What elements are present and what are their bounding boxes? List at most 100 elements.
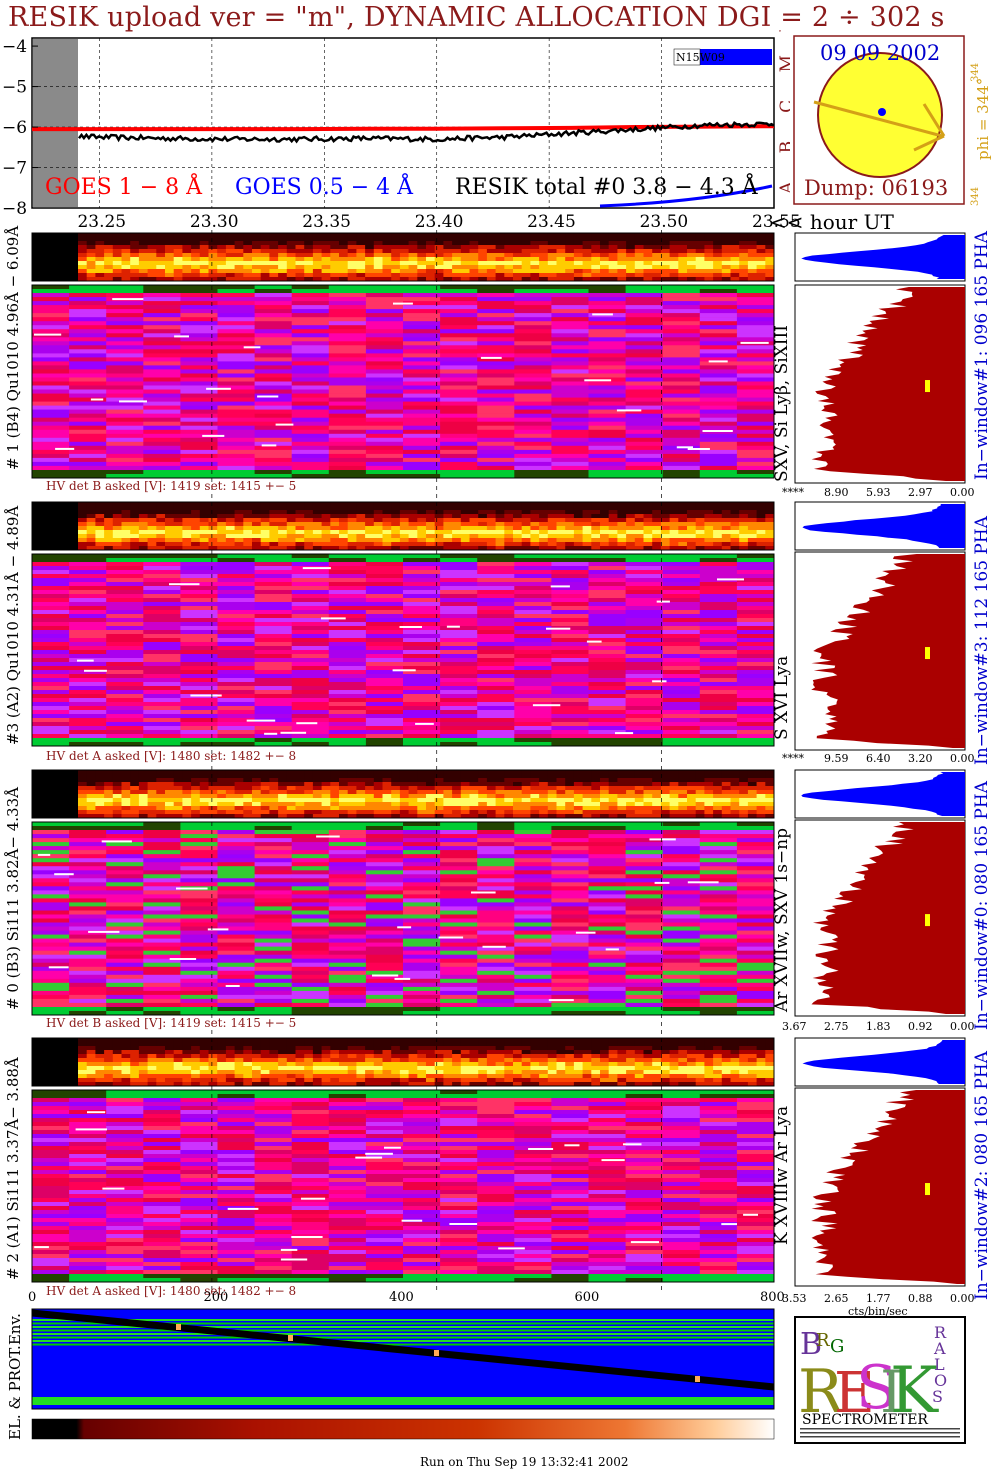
top-strip-cell [747, 546, 758, 551]
top-strip-cell [95, 814, 105, 819]
top-strip-cell [243, 514, 253, 519]
spectrogram-cell [217, 714, 255, 719]
spectrogram-cell [69, 425, 107, 430]
spectrogram-cell [32, 702, 70, 707]
top-strip-cell [112, 534, 122, 539]
top-strip-cell [460, 534, 470, 539]
top-strip-cell [687, 534, 697, 539]
top-strip-cell [460, 522, 470, 527]
top-strip-cell [182, 778, 192, 783]
top-strip-cell [243, 786, 253, 791]
spectrogram-cell [291, 285, 330, 290]
top-strip-cell [469, 770, 479, 775]
spectrogram-cell [106, 626, 144, 631]
top-strip-cell [286, 770, 296, 775]
spectrogram-cell [736, 822, 775, 827]
spectrogram-cell [551, 710, 589, 715]
top-strip-cell [147, 798, 157, 803]
spectrogram-cell [403, 642, 441, 647]
top-strip-cell [104, 257, 114, 262]
top-strip-cell [660, 782, 671, 787]
spectrogram-bright-line [264, 732, 278, 735]
spectrogram-cell [662, 413, 701, 418]
spectrogram-cell [32, 433, 70, 439]
top-strip-cell [426, 249, 436, 254]
top-strip-cell [469, 546, 479, 551]
top-strip-cell [469, 502, 479, 507]
spectrogram-cell [143, 381, 181, 386]
top-strip-cell [165, 510, 175, 515]
top-strip-cell [747, 233, 758, 238]
spectrogram-cell [514, 730, 552, 735]
top-strip-cell [687, 518, 697, 523]
top-strip-cell [252, 273, 262, 278]
top-strip-cell [452, 790, 462, 795]
top-strip-cell [373, 506, 383, 511]
spectrogram-cell [514, 429, 552, 435]
spectrogram-cell [32, 602, 70, 607]
top-strip-cell [295, 273, 305, 278]
top-strip-cell [417, 514, 427, 519]
spectrogram-cell [551, 385, 589, 390]
spectrogram-cell [69, 389, 107, 394]
top-strip-cell [713, 530, 723, 535]
top-strip-cell [321, 265, 331, 270]
top-strip-cell [225, 770, 236, 775]
top-strip-cell [739, 237, 749, 242]
spectrogram-panel-1 [31, 232, 775, 479]
top-strip-cell [565, 237, 575, 242]
spectrogram-cell [588, 726, 626, 731]
spectrogram-cell [514, 425, 552, 430]
spectrogram-cell [32, 594, 70, 599]
top-strip-cell [278, 261, 288, 266]
spectrogram-cell [254, 385, 293, 390]
goes-class-letter: C [777, 100, 790, 113]
top-strip-cell [417, 249, 427, 254]
top-strip-cell [138, 770, 149, 775]
top-strip-cell [730, 273, 740, 278]
goes-long-line [32, 124, 775, 132]
top-strip-cell [669, 249, 679, 254]
spectrogram-cell [736, 417, 775, 422]
spectrogram-cell [291, 730, 330, 735]
top-strip-cell [312, 782, 323, 787]
spectrogram-cell [106, 333, 144, 338]
spectrogram-cell [69, 474, 107, 479]
top-strip-cell [312, 774, 323, 779]
top-strip-cell [86, 538, 96, 543]
top-strip-cell [478, 522, 488, 527]
top-strip-cell [121, 798, 131, 803]
top-strip-cell [339, 782, 349, 787]
top-strip-cell [217, 770, 227, 775]
top-strip-cell [243, 273, 253, 278]
top-strip-cell [373, 802, 383, 807]
top-strip-cell [695, 530, 705, 535]
spectrogram-bright-line [112, 298, 144, 301]
top-strip-cell [391, 522, 401, 527]
spectrogram-cell [699, 662, 738, 667]
spectrogram-cell [143, 461, 181, 467]
top-strip-cell [747, 273, 758, 278]
top-strip-cell [295, 794, 305, 799]
spectrogram-cell [551, 674, 589, 679]
goes-ytick-label: −5 [2, 78, 27, 98]
top-strip-cell [669, 546, 679, 551]
top-strip-cell [191, 538, 201, 543]
top-strip-cell [443, 534, 453, 539]
spectrogram-cell [69, 297, 107, 302]
top-strip-cell [756, 530, 766, 535]
spectrogram-cell [32, 429, 70, 435]
spectrogram-cell [32, 606, 70, 611]
top-strip-cell [95, 790, 105, 795]
top-strip-cell [513, 526, 523, 531]
spectrogram-cell [662, 433, 701, 439]
top-strip-cell [399, 546, 410, 551]
spectrogram-cell [477, 734, 515, 739]
top-strip-cell [486, 774, 497, 779]
top-strip-cell [452, 506, 462, 511]
top-strip-cell [399, 802, 410, 807]
top-strip-cell [426, 245, 436, 250]
top-strip-cell [339, 253, 349, 258]
top-strip-cell [469, 810, 479, 815]
top-strip-cell [417, 806, 427, 811]
